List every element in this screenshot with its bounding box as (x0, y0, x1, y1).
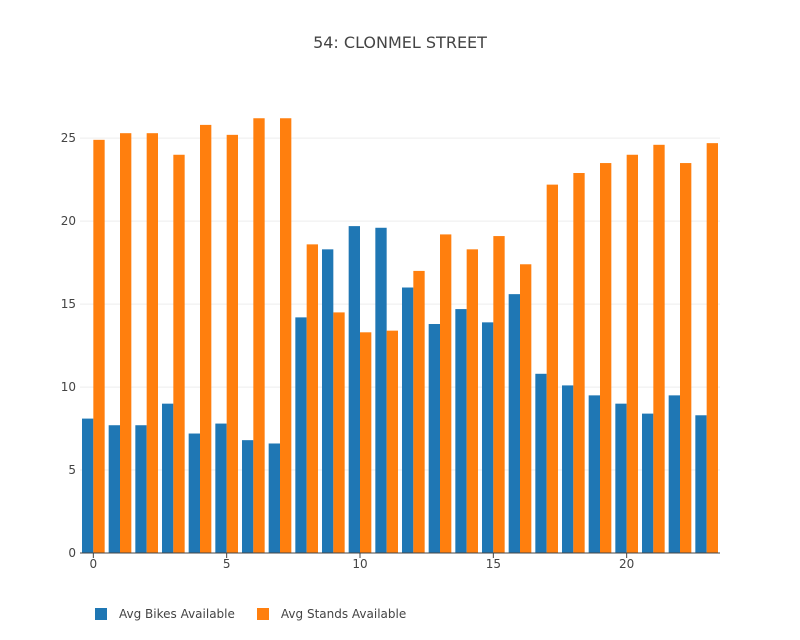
bar-stands[interactable] (333, 312, 345, 553)
legend: Avg Bikes Available Avg Stands Available (95, 604, 428, 624)
bar-stands[interactable] (680, 163, 692, 554)
bar-stands[interactable] (173, 154, 185, 553)
bar-stands[interactable] (93, 139, 105, 554)
bar-stands[interactable] (573, 173, 585, 553)
y-tick-label: 20 (61, 214, 76, 228)
legend-label-bikes: Avg Bikes Available (119, 607, 235, 621)
bar-stands[interactable] (653, 144, 665, 554)
bar-stands[interactable] (493, 236, 505, 554)
legend-label-stands: Avg Stands Available (280, 607, 407, 621)
bar-bikes[interactable] (108, 425, 120, 553)
bar-bikes[interactable] (695, 415, 707, 553)
bar-stands[interactable] (146, 133, 158, 553)
bar-bikes[interactable] (135, 425, 147, 553)
bar-stands[interactable] (626, 154, 638, 553)
bar-bikes[interactable] (455, 309, 467, 553)
bar-bikes[interactable] (482, 322, 494, 553)
bar-stands[interactable] (226, 134, 238, 553)
bar-bikes[interactable] (188, 433, 200, 553)
axes (80, 552, 720, 558)
bar-stands[interactable] (413, 270, 425, 553)
bar-bikes[interactable] (215, 423, 227, 553)
bar-bikes[interactable] (242, 440, 254, 553)
bar-bikes[interactable] (535, 373, 547, 553)
x-tick-label: 5 (223, 557, 231, 571)
bar-bikes[interactable] (588, 395, 600, 553)
bar-bikes[interactable] (642, 413, 654, 553)
x-tick-label: 20 (619, 557, 634, 571)
bar-stands[interactable] (200, 124, 212, 553)
y-tick-label: 5 (68, 463, 76, 477)
legend-swatch-stands (256, 608, 269, 620)
bar-bikes[interactable] (162, 403, 174, 553)
bar-stands[interactable] (306, 244, 318, 553)
bar-bikes[interactable] (82, 418, 94, 553)
y-tick-label: 0 (68, 546, 76, 560)
x-tick-label: 0 (90, 557, 98, 571)
bar-bikes[interactable] (615, 403, 627, 553)
x-tick-label: 10 (352, 557, 367, 571)
bar-bikes[interactable] (268, 443, 280, 553)
legend-swatch-bikes (95, 608, 107, 620)
bar-stands[interactable] (386, 330, 398, 553)
legend-item-stands[interactable]: Avg Stands Available (256, 607, 407, 621)
bar-stands[interactable] (253, 118, 265, 553)
bar-bikes[interactable] (322, 249, 334, 554)
bar-bikes[interactable] (348, 226, 360, 553)
bar-bikes[interactable] (295, 317, 307, 553)
bar-stands[interactable] (120, 133, 132, 553)
bar-stands[interactable] (600, 163, 612, 554)
chart-title: 54: CLONMEL STREET (313, 33, 487, 52)
bar-bikes[interactable] (508, 294, 520, 553)
bar-bikes[interactable] (375, 227, 387, 553)
legend-item-bikes[interactable]: Avg Bikes Available (95, 607, 235, 621)
y-tick-label: 25 (61, 131, 76, 145)
bar-stands[interactable] (546, 184, 558, 553)
gridlines (80, 137, 720, 471)
y-tick-label: 10 (61, 380, 76, 394)
bar-stands[interactable] (466, 249, 478, 554)
bar-stands[interactable] (706, 143, 718, 553)
bars (82, 118, 718, 554)
bar-stands[interactable] (520, 264, 532, 553)
bar-stands[interactable] (280, 118, 292, 553)
bar-bikes[interactable] (562, 385, 574, 553)
y-tick-label: 15 (61, 297, 76, 311)
bar-stands[interactable] (440, 234, 452, 553)
bar-bikes[interactable] (428, 324, 440, 553)
bar-stands[interactable] (360, 332, 372, 553)
tick-labels: 0 5 10 15 20 25 0 5 10 15 20 (61, 131, 635, 571)
bar-bikes[interactable] (668, 395, 680, 553)
x-tick-label: 15 (486, 557, 501, 571)
bar-bikes[interactable] (402, 287, 414, 553)
